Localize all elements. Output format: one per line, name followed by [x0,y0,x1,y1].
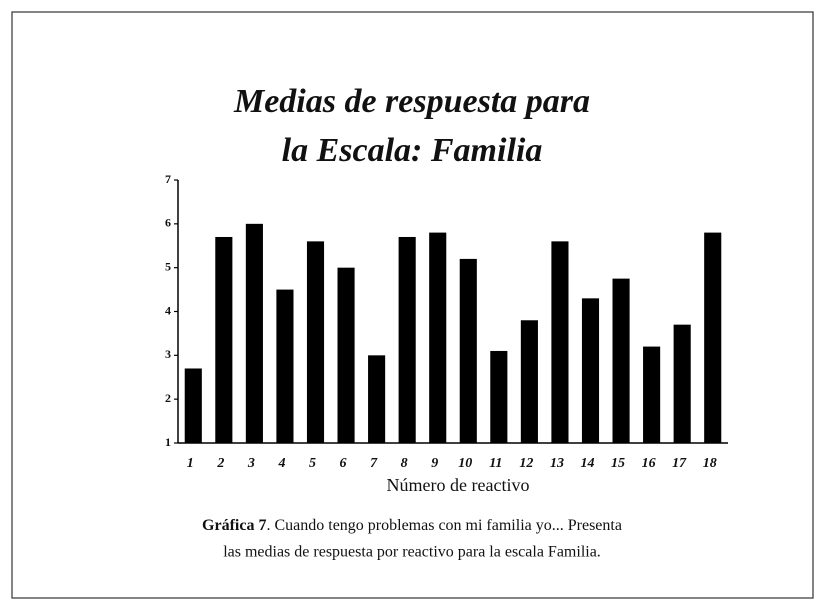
bar [612,278,630,443]
bar [429,232,447,443]
x-tick-label: 6 [340,456,347,471]
x-tick-label: 3 [247,456,255,471]
x-tick-label: 4 [277,456,285,471]
bar [184,368,202,443]
x-tick-label: 1 [187,456,194,471]
y-tick-label: 4 [165,303,171,317]
chart-title: Medias de respuesta para [233,83,590,120]
bar [368,355,386,443]
caption-text: . Cuando tengo problemas con mi familia … [266,517,621,534]
bar [673,324,691,443]
x-tick-label: 13 [550,456,564,471]
bar [398,236,416,443]
x-tick-label: 9 [431,456,438,471]
x-tick-label: 2 [216,456,224,471]
x-tick-label: 14 [581,456,595,471]
x-tick-label: 10 [458,456,472,471]
x-tick-label: 16 [642,456,656,471]
bar [643,346,661,443]
caption: las medias de respuesta por reactivo par… [223,544,601,561]
bar [306,241,325,443]
x-tick-label: 12 [519,456,533,471]
x-tick-label: 17 [672,456,687,471]
bar [490,350,508,443]
x-tick-label: 15 [611,456,625,471]
bar [337,267,355,443]
bar [551,241,569,443]
x-tick-label: 11 [489,456,502,471]
x-tick-label: 18 [703,456,717,471]
bar [520,320,538,443]
y-tick-label: 2 [165,391,171,405]
bar [245,223,263,443]
y-tick-label: 1 [165,435,171,449]
y-tick-label: 7 [165,172,171,186]
caption-label: Gráfica 7 [202,517,266,534]
bar [215,236,233,443]
x-tick-label: 7 [370,456,378,471]
bar [704,232,722,443]
bar [459,258,477,443]
x-axis-label: Número de reactivo [387,475,530,495]
chart-title: la Escala: Familia [282,132,543,169]
bar [276,289,294,443]
bar [581,298,600,443]
frame [11,11,814,599]
x-tick-label: 8 [401,456,408,471]
y-tick-label: 3 [165,347,171,361]
caption: Gráfica 7. Cuando tengo problemas con mi… [202,517,622,534]
x-tick-label: 5 [309,456,316,471]
y-tick-label: 5 [165,259,171,273]
y-tick-label: 6 [165,216,171,230]
